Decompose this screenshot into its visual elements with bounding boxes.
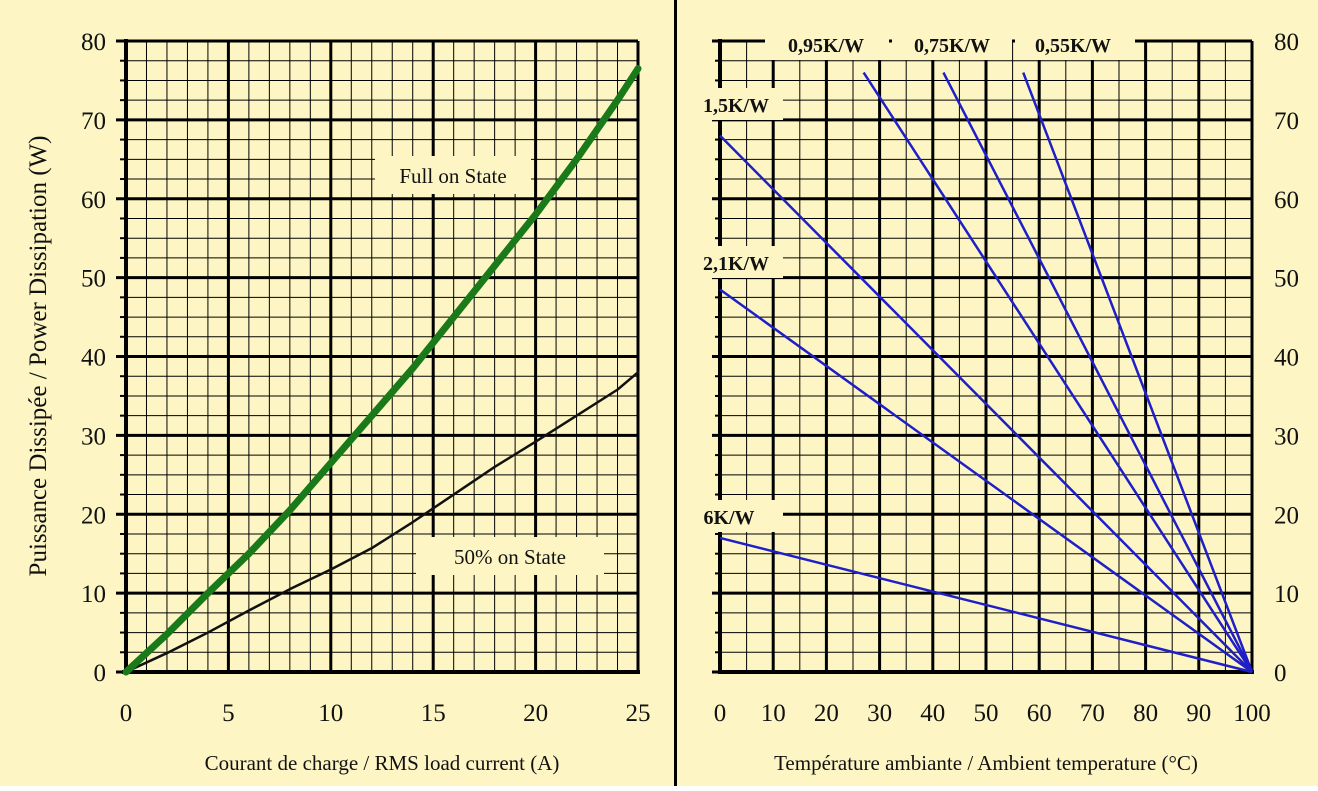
left-y-tick-label: 30 xyxy=(81,423,106,450)
left-x-axis-title: Courant de charge / RMS load current (A) xyxy=(205,751,560,775)
left-y-tick-label: 10 xyxy=(81,581,106,608)
thermal-resistance-line xyxy=(862,71,1254,673)
right-y-tick-label: 50 xyxy=(1274,266,1299,293)
left-x-tick-label: 5 xyxy=(222,700,235,727)
left-y-tick-label: 70 xyxy=(81,108,106,135)
left-y-tick-label: 40 xyxy=(81,345,106,372)
panel-divider xyxy=(674,0,677,786)
thermal-resistance-line xyxy=(1022,72,1254,673)
full-on-state-curve xyxy=(122,65,642,676)
left-y-tick-label: 50 xyxy=(81,266,106,293)
left-y-tick-label: 20 xyxy=(81,502,106,529)
left-y-tick-label: 60 xyxy=(81,187,106,214)
right-y-tick-label: 10 xyxy=(1274,581,1299,608)
right-x-tick-label: 20 xyxy=(814,700,839,727)
thermal-resistance-label: 0,95K/W xyxy=(788,35,864,57)
thermal-resistance-line xyxy=(942,71,1254,673)
right-x-tick-label: 60 xyxy=(1027,700,1052,727)
right-x-tick-label: 70 xyxy=(1080,700,1105,727)
left-x-tick-label: 20 xyxy=(523,700,548,727)
thermal-resistance-label: 2,1K/W xyxy=(703,253,769,275)
half-on-state-curve xyxy=(124,371,640,674)
left-x-tick-label: 0 xyxy=(120,700,133,727)
thermal-resistance-line xyxy=(719,536,1253,674)
left-y-tick-label: 80 xyxy=(81,29,106,56)
left-y-tick-label: 0 xyxy=(94,660,107,687)
thermal-label-box xyxy=(1015,28,1135,60)
right-x-tick-label: 100 xyxy=(1233,700,1271,727)
right-x-tick-label: 90 xyxy=(1186,700,1211,727)
full-on-state-label: Full on State xyxy=(399,164,506,188)
right-x-tick-label: 10 xyxy=(761,700,786,727)
right-x-tick-label: 50 xyxy=(974,700,999,727)
thermal-resistance-label: 1,5K/W xyxy=(703,95,769,117)
left-x-tick-label: 15 xyxy=(421,700,446,727)
thermal-label-box xyxy=(683,500,783,532)
right-y-tick-label: 20 xyxy=(1274,502,1299,529)
thermal-label-box xyxy=(683,88,783,120)
right-y-tick-label: 60 xyxy=(1274,187,1299,214)
full-on-label-box xyxy=(375,156,531,194)
right-y-tick-label: 0 xyxy=(1274,660,1287,687)
thermal-resistance-label: 6K/W xyxy=(703,507,754,529)
right-y-tick-label: 70 xyxy=(1274,108,1299,135)
thermal-resistance-line xyxy=(719,134,1253,673)
left-x-tick-label: 25 xyxy=(626,700,651,727)
right-x-tick-label: 80 xyxy=(1133,700,1158,727)
right-x-axis-title: Température ambiante / Ambient temperatu… xyxy=(774,751,1198,775)
thermal-resistance-line xyxy=(719,288,1253,674)
thermal-resistance-label: 0,75K/W xyxy=(914,35,990,57)
thermal-resistance-label: 0,55K/W xyxy=(1035,35,1111,57)
thermal-label-box xyxy=(765,28,889,60)
right-y-tick-label: 40 xyxy=(1274,345,1299,372)
y-axis-title: Puissance Dissipée / Power Dissipation (… xyxy=(25,136,52,577)
right-x-tick-label: 30 xyxy=(867,700,892,727)
left-x-tick-label: 10 xyxy=(318,700,343,727)
right-x-tick-label: 0 xyxy=(714,700,727,727)
half-on-state-label: 50% on State xyxy=(454,545,566,569)
right-y-tick-label: 80 xyxy=(1274,29,1299,56)
right-x-tick-label: 40 xyxy=(920,700,945,727)
half-on-label-box xyxy=(416,537,604,575)
thermal-label-box xyxy=(892,28,1012,60)
thermal-label-box xyxy=(683,246,783,278)
right-y-tick-label: 30 xyxy=(1274,423,1299,450)
